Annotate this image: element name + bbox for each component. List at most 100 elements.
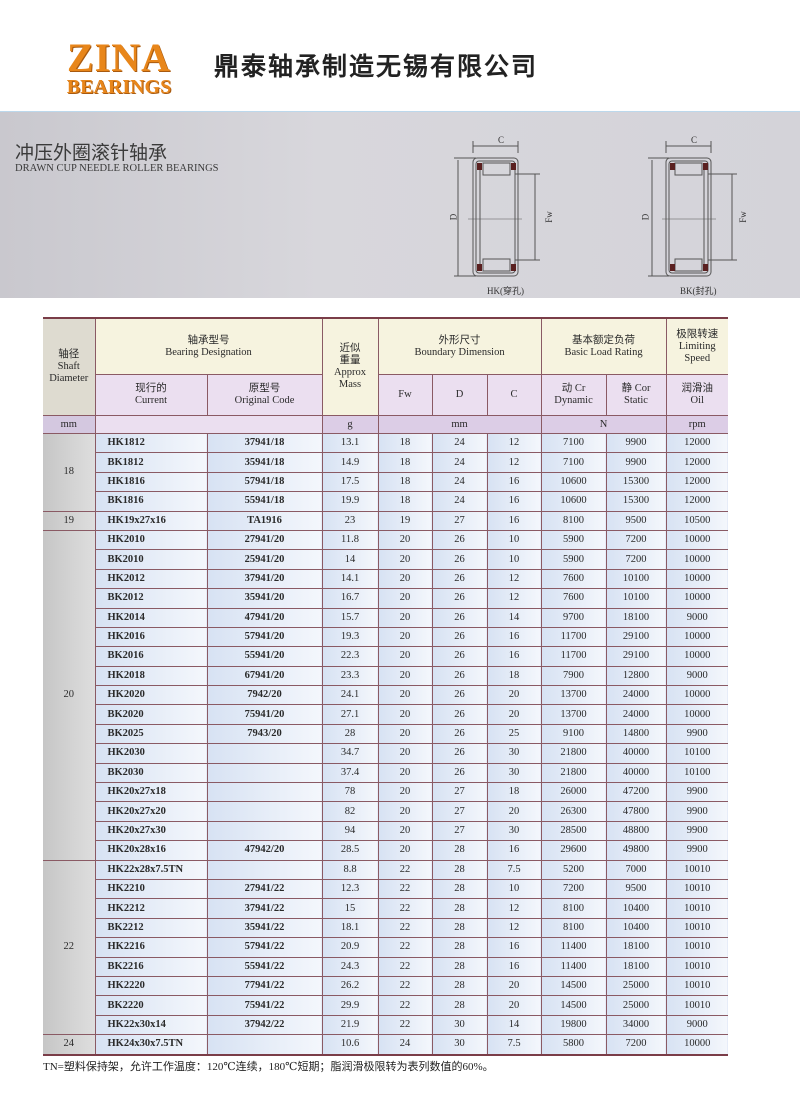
mass-cell: 11.8 [321,529,379,551]
fw-cell: 22 [377,917,433,939]
fw-cell: 20 [377,782,433,803]
hk-dim-d: D [448,213,459,221]
fw-cell: 20 [377,646,433,667]
fw-cell: 18 [377,471,433,493]
limiting-speed-cell: 10010 [665,878,729,900]
d-cell: 28 [431,995,488,1016]
header-text: Static [624,395,648,406]
dynamic-load-cell: 10600 [540,471,607,493]
shaft-diameter-cell: 24 [43,1034,96,1055]
dynamic-load-cell: 11400 [540,956,607,977]
hk-caption: HK(穿孔) [487,286,524,296]
mass-cell: 23 [321,510,379,531]
header-text: 润滑油 [681,383,714,394]
table-row: HK2012 37941/20 14.1 20 26 12 7600 10100 10000 [43,568,729,590]
original-code-cell: 37941/20 [206,568,323,590]
table-row: BK2012 35941/20 16.7 20 26 12 7600 10100 10000 [43,588,729,609]
fw-cell: 20 [377,588,433,609]
static-load-cell: 24000 [605,704,667,725]
table-row: 18 HK1812 37941/18 13.1 18 24 12 7100 9900 12000 [43,432,729,512]
current-code-cell: HK20x27x20 [95,801,208,822]
mass-cell: 19.3 [321,626,379,648]
d-cell: 26 [431,665,488,687]
current-code-cell: HK2216 [95,937,208,958]
table-row: BK2025 7943/20 28 20 26 25 9100 14800 9900 [43,723,729,745]
d-cell: 26 [431,646,488,667]
limiting-speed-cell: 10000 [665,529,729,551]
current-code-cell: BK2012 [95,588,208,609]
section-title-cn: 冲压外圈滚针轴承 [15,143,168,164]
limiting-speed-cell: 10010 [665,956,729,977]
d-cell: 28 [431,878,488,900]
header-text: Current [134,395,168,406]
original-code-cell: TA1916 [206,510,323,531]
dynamic-load-cell: 29600 [540,840,607,861]
table-row: HK22x30x14 37942/22 21.9 22 30 14 19800 34000 90… [43,1014,729,1036]
c-cell: 16 [486,840,542,861]
limiting-speed-cell: 9900 [665,840,729,861]
original-code-cell: 27941/20 [206,529,323,551]
d-cell: 26 [431,762,488,784]
c-cell: 12 [486,452,542,473]
table-row: HK2030 34.7 20 26 30 21800 40000 10100 [43,743,729,764]
header-text: Speed [684,352,711,364]
mass-cell: 19.9 [321,491,379,512]
dynamic-load-cell: 10600 [540,491,607,512]
dynamic-load-cell: 14500 [540,975,607,997]
header-text: Bearing Designation [165,346,252,358]
table-row: HK2212 37941/22 15 22 28 12 8100 10400 10010 [43,898,729,919]
static-load-cell: 49800 [605,840,667,861]
header-text: 重量 [339,355,361,366]
current-code-cell: HK2210 [95,878,208,900]
fw-cell: 20 [377,549,433,570]
c-cell: 12 [486,917,542,939]
limiting-speed-cell: 12000 [665,452,729,473]
header-text: Basic Load Rating [564,346,643,358]
original-code-cell: 55941/18 [206,491,323,512]
original-code-cell: 35941/20 [206,588,323,609]
d-cell: 30 [431,1034,488,1055]
static-load-cell: 7200 [605,1034,667,1055]
c-cell: 20 [486,704,542,725]
header-text: Dynamic [554,395,593,406]
company-name: 鼎泰轴承制造无锡有限公司 [214,52,539,81]
dynamic-load-cell: 14500 [540,995,607,1016]
header-dynamic: 动 Cr Dynamic [540,374,607,416]
dynamic-load-cell: 11700 [540,626,607,648]
mass-cell: 27.1 [321,704,379,725]
d-cell: 28 [431,917,488,939]
fw-cell: 20 [377,723,433,745]
dynamic-load-cell: 5200 [540,859,607,880]
original-code-cell: 77941/22 [206,975,323,997]
original-code-cell: 27941/22 [206,878,323,900]
c-cell: 20 [486,975,542,997]
dynamic-load-cell: 26300 [540,801,607,822]
dynamic-load-cell: 7200 [540,878,607,900]
unit-g: g [321,415,379,434]
mass-cell: 26.2 [321,975,379,997]
header-text: 原型号 [248,383,281,394]
hk-bearing-diagram [454,141,540,277]
header-static: 静 Cor Static [605,374,667,416]
current-code-cell: BK2030 [95,762,208,784]
c-cell: 20 [486,801,542,822]
limiting-speed-cell: 9000 [665,607,729,628]
dynamic-load-cell: 7100 [540,432,607,454]
table-row: HK2020 7942/20 24.1 20 26 20 13700 24000 10000 [43,685,729,706]
d-cell: 28 [431,898,488,919]
fw-cell: 20 [377,762,433,784]
c-cell: 30 [486,762,542,784]
original-code-cell: 75941/20 [206,704,323,725]
fw-cell: 22 [377,956,433,977]
limiting-speed-cell: 10000 [665,568,729,590]
mass-cell: 20.9 [321,937,379,958]
d-cell: 27 [431,782,488,803]
table-row: BK2010 25941/20 14 20 26 10 5900 7200 10000 [43,549,729,570]
header-text: Original Code [234,395,295,406]
table-row: BK2020 75941/20 27.1 20 26 20 13700 24000 10000 [43,704,729,725]
limiting-speed-cell: 9900 [665,801,729,822]
original-code-cell [206,820,323,842]
mass-cell: 14.9 [321,452,379,473]
current-code-cell: HK2012 [95,568,208,590]
static-load-cell: 40000 [605,743,667,764]
